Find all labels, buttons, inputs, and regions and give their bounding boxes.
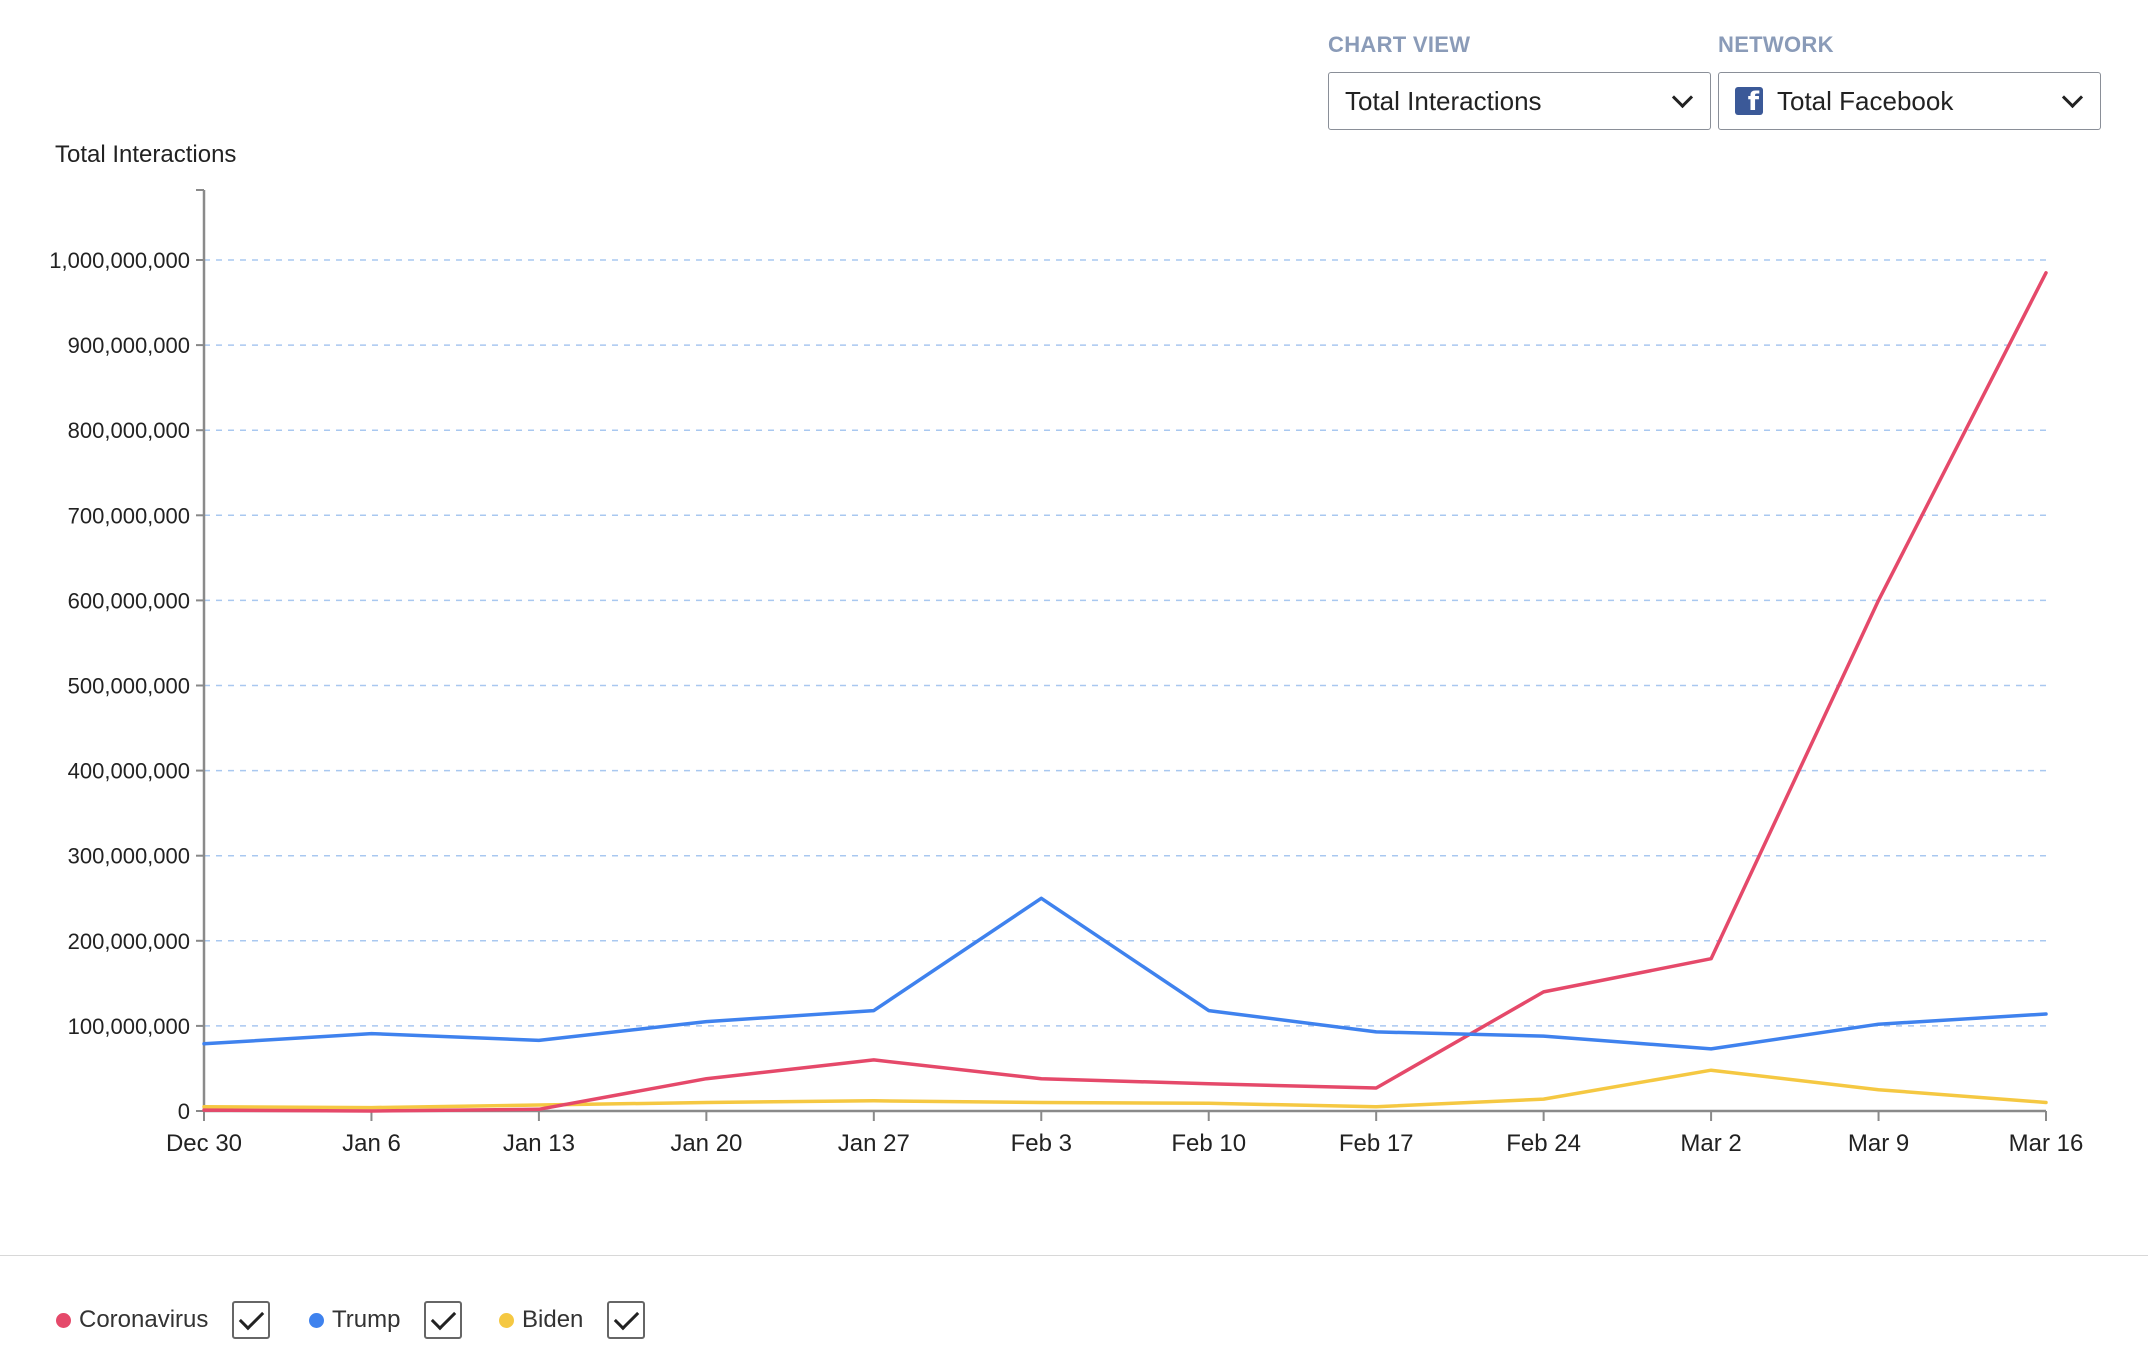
series-line-coronavirus [202, 271, 2048, 1113]
network-value: Total Facebook [1777, 85, 1954, 116]
x-tick-label: Dec 30 [166, 1130, 242, 1157]
chart-view-value: Total Interactions [1345, 85, 1542, 116]
x-tick-label: Feb 10 [1171, 1130, 1246, 1157]
y-tick-label: 1,000,000,000 [49, 248, 190, 273]
legend-item-biden: Biden [499, 1300, 646, 1340]
chart-view-select[interactable]: Total Interactions [1328, 72, 1711, 130]
x-tick-label: Jan 13 [503, 1130, 575, 1157]
y-tick-label: 800,000,000 [68, 418, 190, 443]
y-tick-label: 200,000,000 [68, 929, 190, 954]
check-icon [238, 1304, 265, 1330]
legend-label-biden: Biden [522, 1306, 584, 1333]
biden-checkbox[interactable] [607, 1301, 646, 1339]
x-tick-label: Feb 24 [1506, 1130, 1581, 1157]
legend-label-coronavirus: Coronavirus [79, 1306, 209, 1333]
legend-item-trump: Trump [309, 1300, 463, 1340]
y-tick-label: 400,000,000 [68, 759, 190, 784]
coronavirus-checkbox[interactable] [232, 1301, 271, 1339]
y-axis-title: Total Interactions [55, 141, 236, 168]
x-tick-label: Mar 16 [2009, 1130, 2084, 1157]
legend-item-coronavirus: Coronavirus [56, 1300, 271, 1340]
check-icon [430, 1304, 457, 1330]
chart-view-label: CHART VIEW [1328, 32, 1471, 57]
series-line-trump [202, 896, 2048, 1051]
x-tick-label: Jan 6 [342, 1130, 401, 1157]
line-chart: Total Interactions 0 100,000,000 200,000,0… [49, 141, 2084, 1157]
trump-checkbox[interactable] [424, 1301, 463, 1339]
x-tick-label: Feb 3 [1011, 1130, 1072, 1157]
y-tick-label: 700,000,000 [68, 503, 190, 528]
network-select[interactable]: f Total Facebook [1718, 72, 2101, 130]
check-icon [613, 1304, 640, 1330]
y-tick-label: 0 [178, 1099, 190, 1124]
coronavirus-color-dot [56, 1312, 71, 1328]
series-line-biden [202, 1068, 2048, 1110]
y-tick-label: 900,000,000 [68, 333, 190, 358]
x-tick-label: Jan 27 [838, 1130, 910, 1157]
legend-bar [0, 1255, 2148, 1367]
x-tick-label: Mar 9 [1848, 1130, 1909, 1157]
y-tick-label: 500,000,000 [68, 674, 190, 699]
y-tick-label: 300,000,000 [68, 844, 190, 869]
x-tick-label: Mar 2 [1680, 1130, 1741, 1157]
y-tick-label: 600,000,000 [68, 588, 190, 613]
biden-color-dot [499, 1312, 514, 1328]
facebook-icon: f [1735, 87, 1763, 115]
y-tick-label: 100,000,000 [68, 1014, 190, 1039]
trump-color-dot [309, 1312, 324, 1328]
x-tick-label: Jan 20 [670, 1130, 742, 1157]
network-label: NETWORK [1718, 32, 1834, 57]
legend-label-trump: Trump [332, 1306, 401, 1333]
x-tick-label: Feb 17 [1339, 1130, 1414, 1157]
